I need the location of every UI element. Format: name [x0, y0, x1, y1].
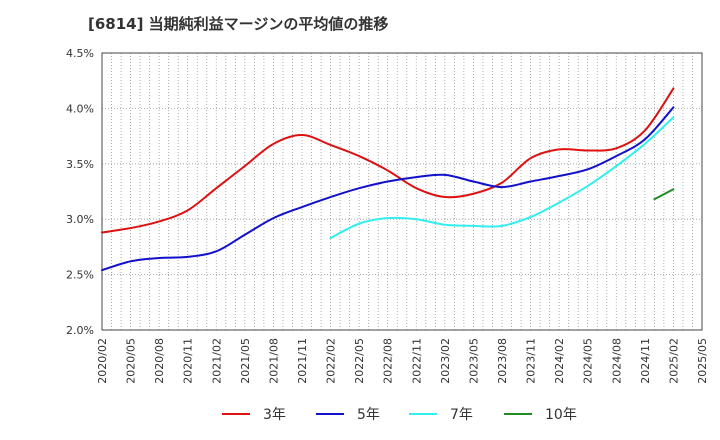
x-tick-label: 2024/05 — [582, 338, 595, 384]
x-tick-label: 2021/11 — [296, 338, 309, 384]
x-tick-label: 2023/08 — [496, 338, 509, 384]
series-layer — [101, 87, 675, 272]
x-tick-label: 2022/02 — [325, 338, 338, 384]
y-tick-label: 4.0% — [66, 102, 94, 115]
x-tick-label: 2022/08 — [382, 338, 395, 384]
x-tick-label: 2021/05 — [239, 338, 252, 384]
plot-area-frame — [101, 52, 703, 331]
x-tick-label: 2024/02 — [553, 338, 566, 384]
x-tick-label: 2023/11 — [525, 338, 538, 384]
x-tick-label: 2022/05 — [353, 338, 366, 384]
x-tick-label: 2020/11 — [182, 338, 195, 384]
series-line-3 — [653, 188, 675, 201]
x-tick-label: 2023/02 — [439, 338, 452, 384]
x-tick-label: 2022/11 — [410, 338, 423, 384]
series-line-2 — [329, 116, 675, 240]
series-line-1 — [101, 106, 675, 272]
x-tick-label: 2020/08 — [153, 338, 166, 384]
y-tick-label: 3.5% — [66, 158, 94, 171]
grid-layer — [102, 53, 702, 330]
legend: 3年 5年 7年 10年 — [222, 407, 577, 423]
x-tick-label: 2020/02 — [96, 338, 109, 384]
x-axis-ticks: 2020/02 2020/05 2020/08 2020/11 2021/02 2021/… — [96, 338, 709, 384]
chart-title: [6814] 当期純利益マージンの平均値の推移 — [88, 15, 389, 33]
x-tick-label: 2021/08 — [267, 338, 280, 384]
y-axis-ticks: 2.0% 2.5% 3.0% 3.5% 4.0% 4.5% — [66, 47, 94, 337]
y-tick-label: 2.0% — [66, 324, 94, 337]
legend-label-0: 3年 — [263, 407, 286, 423]
legend-label-2: 7年 — [450, 407, 473, 423]
legend-label-1: 5年 — [357, 407, 380, 423]
y-tick-label: 4.5% — [66, 47, 94, 60]
x-tick-label: 2025/02 — [667, 338, 680, 384]
y-tick-label: 2.5% — [66, 269, 94, 282]
x-tick-label: 2023/05 — [467, 338, 480, 384]
x-tick-label: 2021/02 — [210, 338, 223, 384]
y-tick-label: 3.0% — [66, 213, 94, 226]
x-tick-label: 2025/05 — [696, 338, 709, 384]
legend-label-3: 10年 — [545, 407, 577, 423]
series-line-0 — [101, 87, 675, 234]
x-tick-label: 2024/08 — [610, 338, 623, 384]
x-tick-label: 2020/05 — [125, 338, 138, 384]
x-tick-label: 2024/11 — [639, 338, 652, 384]
